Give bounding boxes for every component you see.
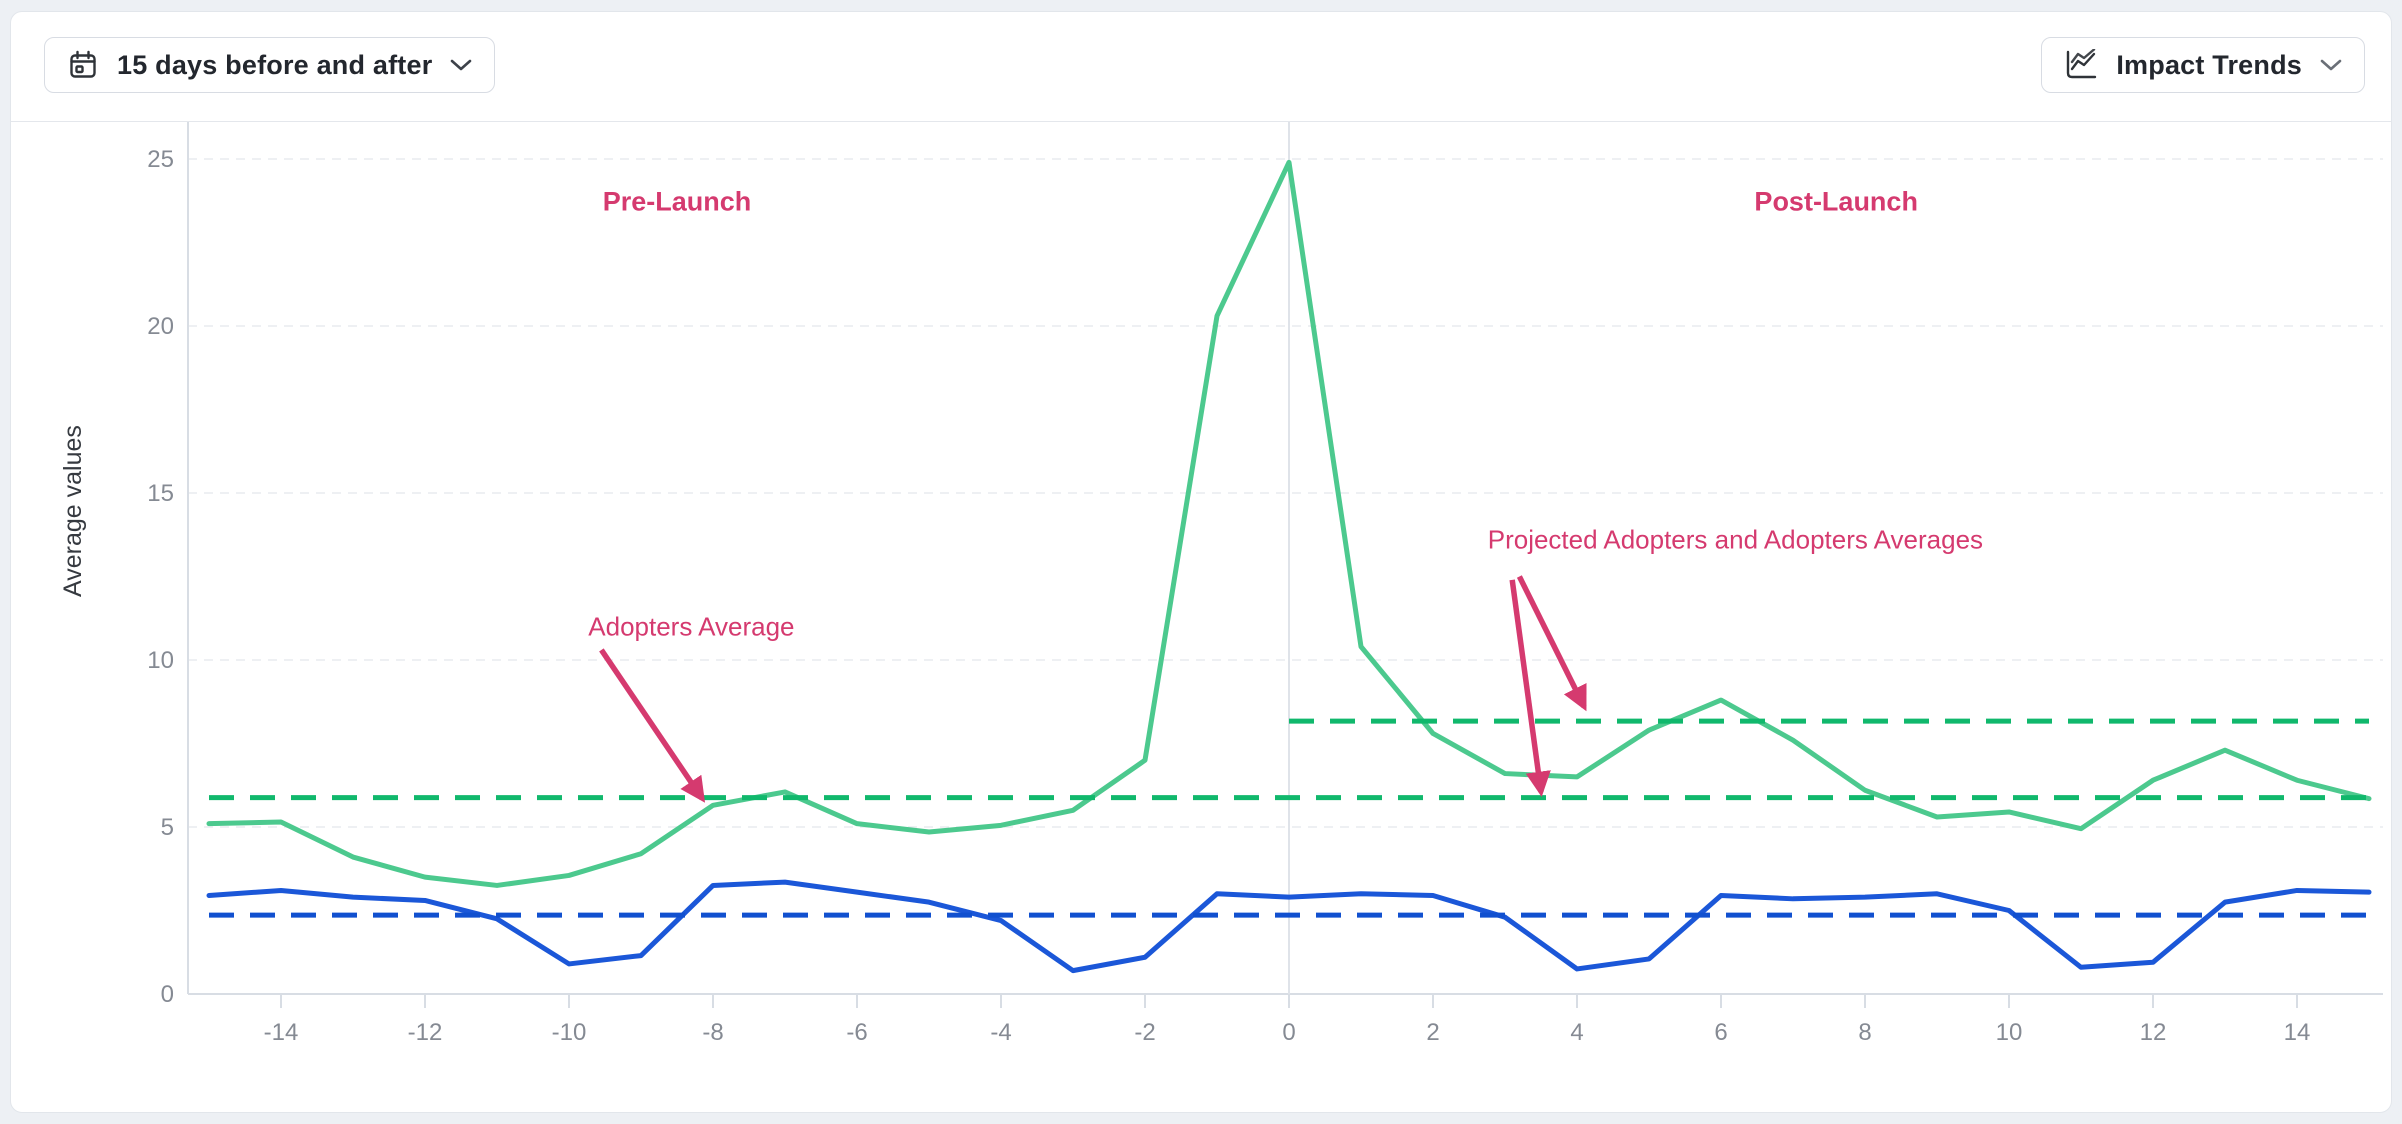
impact-trends-label: Impact Trends [2116, 49, 2302, 80]
post-launch-label: Post-Launch [1754, 186, 1918, 217]
x-tick-label: 8 [1858, 1019, 1871, 1046]
y-tick-label: 20 [147, 313, 174, 340]
date-range-label: 15 days before and after [117, 49, 433, 80]
x-tick-label: 12 [2140, 1019, 2167, 1046]
y-tick-label: 25 [147, 146, 174, 173]
impact-trends-line-chart: -14 -12 -10 -8 -6 -4 -2 0 2 4 6 8 10 12 14 0 5 10 15 20 25 [147, 122, 2383, 1046]
adopters-average-label-arrow-1 [599, 648, 706, 803]
x-tick-label: -2 [1134, 1019, 1155, 1046]
x-tick-label: 4 [1570, 1019, 1583, 1046]
y-tick-label: 10 [147, 647, 174, 674]
y-tick-label: 0 [161, 981, 174, 1008]
trend-chart-icon [2064, 49, 2098, 81]
pre-launch-label: Pre-Launch [602, 186, 752, 217]
series-line-unlabeled-blue [206, 879, 2372, 974]
projected-averages-label-arrow-2 [1509, 579, 1551, 797]
x-tick-label: -10 [552, 1019, 587, 1046]
x-tick-label: 6 [1714, 1019, 1727, 1046]
impact-trends-button[interactable]: Impact Trends [2041, 37, 2365, 93]
y-tick-label: 15 [147, 480, 174, 507]
toolbar: 15 days before and after Impact Trends [11, 12, 2391, 122]
chart-area: Average values -14 -12 -10 -8 -6 -4 -2 0 2 4 6 8 10 1… [11, 122, 2391, 1112]
chart-card: 15 days before and after Impact Trends [10, 11, 2392, 1113]
x-tick-label: -6 [846, 1019, 867, 1046]
chevron-down-icon [2320, 58, 2342, 72]
x-tick-label: -14 [264, 1019, 299, 1046]
x-tick-label: 0 [1282, 1019, 1295, 1046]
calendar-icon [67, 49, 99, 81]
x-tick-label: -4 [990, 1019, 1011, 1046]
x-tick-label: 2 [1426, 1019, 1439, 1046]
chevron-down-icon [450, 58, 472, 72]
projected-averages-label-arrow-1 [1516, 575, 1587, 712]
adopters-average-label: Adopters Average [588, 611, 795, 642]
x-tick-label: 10 [1996, 1019, 2023, 1046]
projected-averages-label: Projected Adopters and Adopters Averages [1487, 524, 1984, 555]
x-tick-label: -12 [408, 1019, 443, 1046]
x-tick-label: -8 [702, 1019, 723, 1046]
series-line-adopters [206, 159, 2372, 888]
y-tick-label: 5 [161, 814, 174, 841]
date-range-button[interactable]: 15 days before and after [44, 37, 496, 93]
x-tick-label: 14 [2284, 1019, 2311, 1046]
